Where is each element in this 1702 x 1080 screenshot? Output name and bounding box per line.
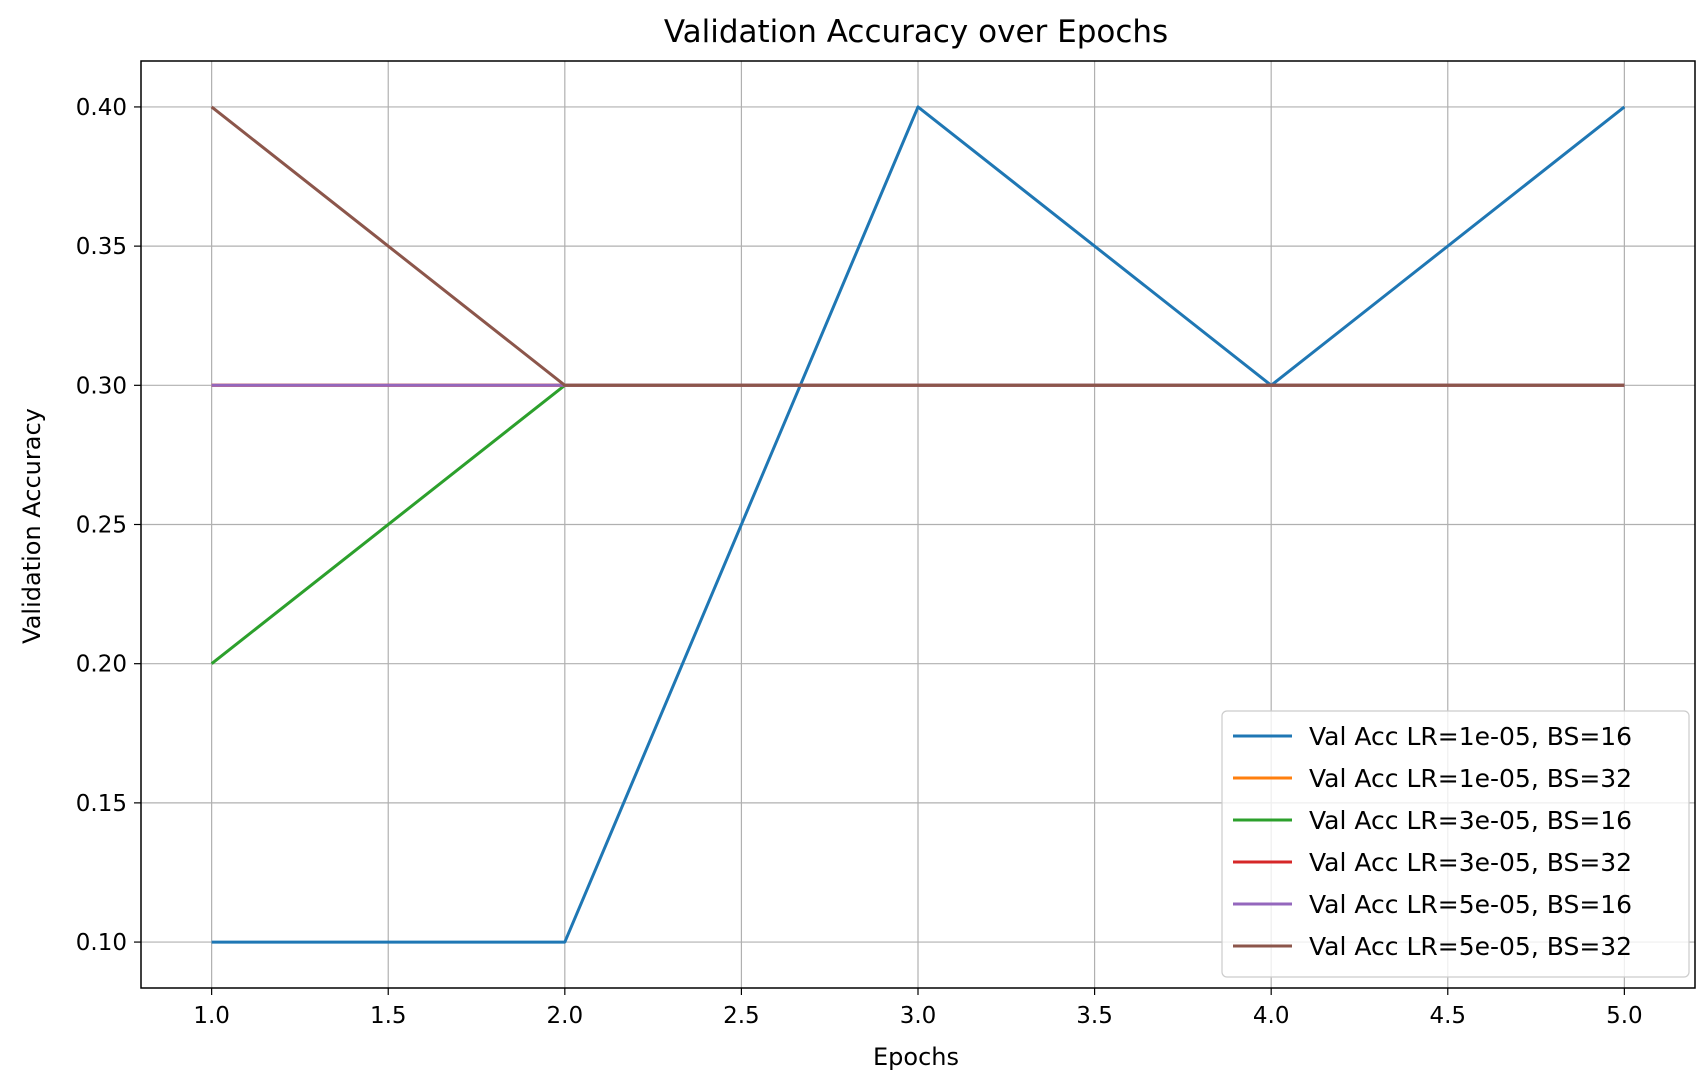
legend-entry-label: Val Acc LR=1e-05, BS=32 bbox=[1309, 764, 1632, 793]
x-tick-label: 4.5 bbox=[1429, 1003, 1466, 1029]
legend-entry-label: Val Acc LR=1e-05, BS=16 bbox=[1309, 722, 1632, 751]
x-tick-label: 3.0 bbox=[900, 1003, 937, 1029]
x-axis-ticks: 1.0 1.5 2.0 2.5 3.0 3.5 4.0 4.5 5.0 bbox=[193, 988, 1643, 1029]
x-tick-label: 1.5 bbox=[370, 1003, 407, 1029]
x-tick-label: 2.5 bbox=[723, 1003, 760, 1029]
legend: Val Acc LR=1e-05, BS=16 Val Acc LR=1e-05,… bbox=[1221, 710, 1690, 978]
legend-entry-label: Val Acc LR=3e-05, BS=32 bbox=[1309, 848, 1632, 877]
legend-box bbox=[1221, 710, 1690, 978]
y-axis-label: Validation Accuracy bbox=[18, 408, 46, 644]
x-tick-label: 5.0 bbox=[1606, 1003, 1643, 1029]
x-tick-label: 2.0 bbox=[547, 1003, 584, 1029]
series-line-1 bbox=[211, 105, 1626, 944]
x-tick-label: 3.5 bbox=[1076, 1003, 1113, 1029]
x-tick-label: 1.0 bbox=[193, 1003, 230, 1029]
y-tick-label: 0.25 bbox=[76, 513, 127, 539]
x-tick-label: 4.0 bbox=[1253, 1003, 1290, 1029]
x-axis-label: Epochs bbox=[873, 1043, 959, 1071]
y-tick-label: 0.20 bbox=[76, 652, 127, 678]
y-tick-label: 0.30 bbox=[76, 373, 127, 399]
legend-entry-label: Val Acc LR=3e-05, BS=16 bbox=[1309, 806, 1632, 835]
series-line-6 bbox=[210, 105, 1625, 387]
y-tick-label: 0.15 bbox=[76, 791, 127, 817]
y-tick-label: 0.40 bbox=[76, 95, 127, 121]
legend-entry-label: Val Acc LR=5e-05, BS=32 bbox=[1309, 932, 1632, 961]
chart-title: Validation Accuracy over Epochs bbox=[664, 14, 1168, 50]
y-tick-label: 0.35 bbox=[76, 234, 127, 260]
legend-entry-label: Val Acc LR=5e-05, BS=16 bbox=[1309, 890, 1632, 919]
series-lines bbox=[210, 105, 1626, 944]
y-tick-label: 0.10 bbox=[76, 930, 127, 956]
y-axis-ticks: 0.10 0.15 0.20 0.25 0.30 0.35 0.40 bbox=[76, 95, 141, 956]
